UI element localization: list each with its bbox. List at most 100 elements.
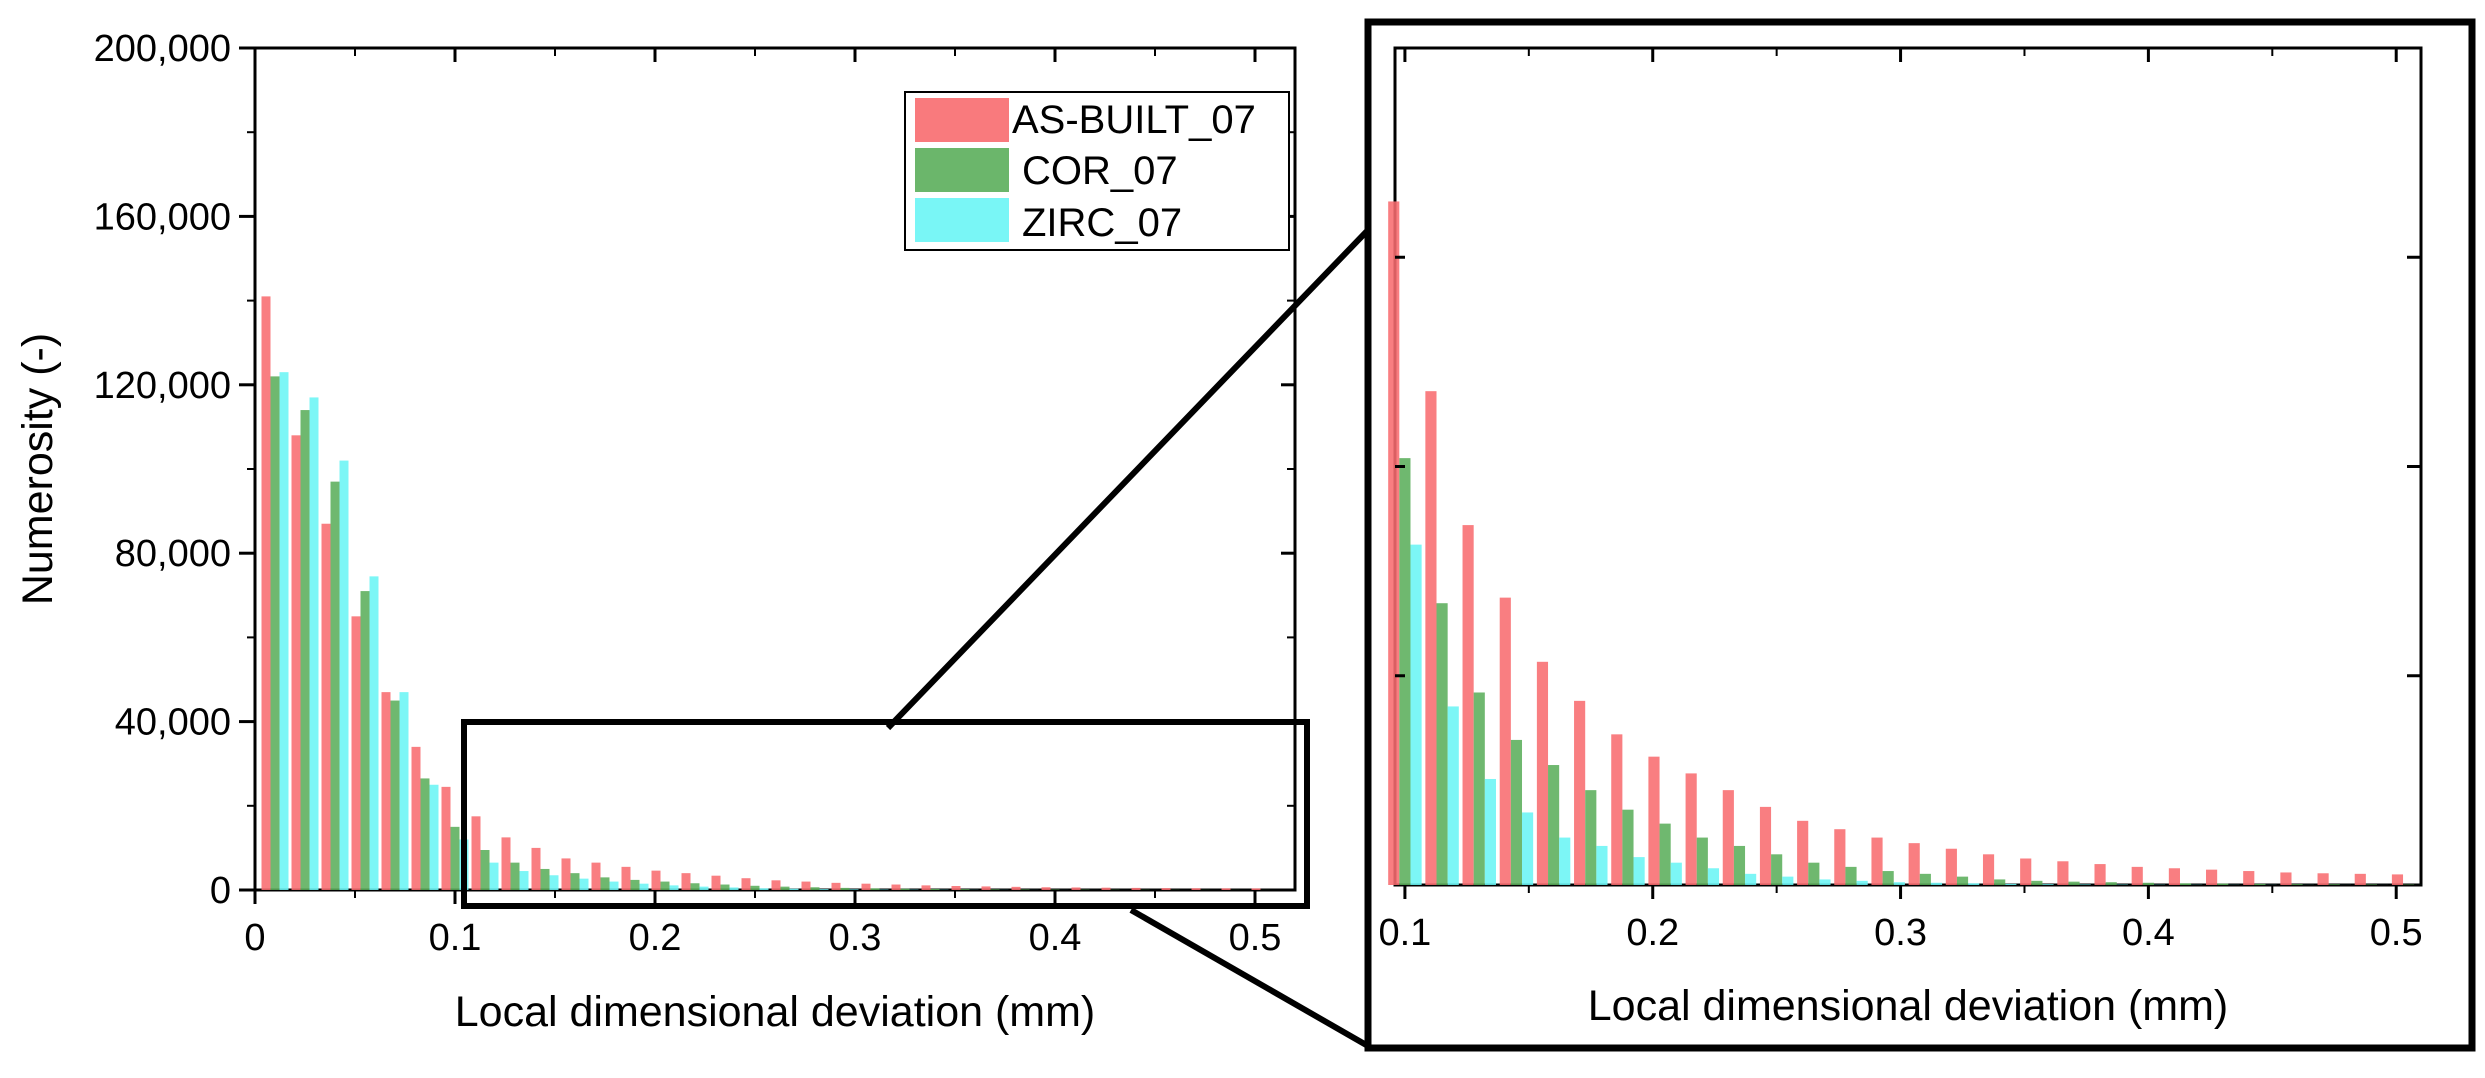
main-bar-cor-22 (930, 888, 940, 890)
main-bar-as-built-6 (441, 786, 451, 890)
main-y-tick-label: 160,000 (94, 196, 231, 238)
zoom-x-tick-label: 0.2 (1626, 912, 1679, 954)
zoom-bar-cor-24 (2291, 884, 2303, 885)
zoom-bar-as-built-4 (1536, 661, 1549, 885)
zoom-panel-outer-frame (1364, 18, 2476, 1052)
zoom-bar-as-built-10 (1759, 806, 1772, 885)
main-bar-cor-15 (720, 884, 730, 890)
main-bar-as-built-19 (831, 882, 841, 890)
main-bar-as-built-3 (351, 616, 361, 890)
zoom-bar-cor-10 (1771, 854, 1783, 885)
main-x-tick-label: 0.1 (429, 917, 482, 959)
zoom-bar-zirc-6 (1633, 857, 1645, 885)
zoom-bar-as-built-6 (1611, 734, 1623, 885)
main-bar-as-built-30 (1161, 888, 1171, 890)
zoom-x-axis-title: Local dimensional deviation (mm) (1588, 982, 2229, 1030)
main-x-tick-label: 0.5 (1229, 917, 1282, 959)
zoom-bar-cor-14 (1919, 873, 1931, 885)
main-bar-cor-20 (870, 888, 880, 890)
main-bar-zirc-18 (819, 889, 829, 890)
main-bar-as-built-5 (411, 746, 421, 890)
main-bar-as-built-22 (921, 885, 931, 890)
main-bar-as-built-33 (1251, 888, 1261, 890)
zoom-bar-as-built-18 (2057, 861, 2069, 885)
zoom-x-tick-label: 0.5 (2370, 912, 2423, 954)
main-bar-zirc-11 (609, 881, 619, 890)
main-bar-zirc-12 (639, 883, 649, 890)
zoom-connector-top (885, 227, 1371, 731)
main-y-tick-label: 80,000 (115, 533, 231, 575)
zoom-bar-cor-26 (2365, 884, 2378, 885)
main-bar-as-built-2 (321, 523, 331, 890)
zoom-bar-zirc-0 (1410, 544, 1422, 885)
main-bar-as-built-17 (771, 880, 781, 890)
zoom-bar-as-built-27 (2391, 874, 2404, 885)
main-bar-as-built-18 (801, 881, 811, 890)
main-bar-zirc-5 (429, 784, 439, 890)
main-bar-as-built-1 (291, 435, 301, 890)
main-y-axis-title: Numerosity (-) (14, 333, 62, 605)
main-bar-zirc-19 (849, 889, 859, 890)
main-bar-as-built-29 (1131, 887, 1141, 890)
main-bar-as-built-26 (1041, 887, 1051, 890)
zoom-bar-cor-11 (1808, 862, 1820, 885)
zoom-bar-zirc-3 (1522, 812, 1534, 885)
main-bar-zirc-1 (309, 397, 319, 890)
zoom-bar-cor-2 (1473, 692, 1485, 885)
zoom-bar-zirc-9 (1745, 873, 1757, 885)
zoom-bar-cor-25 (2328, 884, 2340, 885)
main-bar-cor-4 (390, 700, 400, 890)
zoom-ticks-group (1395, 48, 2421, 899)
zoom-bar-as-built-26 (2354, 873, 2366, 885)
zoom-bar-cor-1 (1436, 603, 1448, 885)
zoom-bar-cor-18 (2068, 881, 2080, 885)
zoom-bar-as-built-11 (1797, 820, 1809, 885)
zoom-bar-as-built-19 (2094, 864, 2106, 885)
main-x-tick-label: 0.2 (629, 917, 682, 959)
zoom-bar-zirc-15 (1968, 883, 1980, 885)
main-bar-as-built-23 (951, 886, 961, 890)
main-bar-as-built-21 (891, 884, 901, 890)
main-y-tick-label: 200,000 (94, 28, 231, 70)
zoom-bar-cor-4 (1548, 765, 1560, 885)
zoom-bar-zirc-12 (1856, 880, 1868, 885)
zoom-bar-cor-15 (1956, 876, 1969, 885)
main-x-tick-label: 0.3 (829, 917, 882, 959)
zoom-bar-as-built-21 (2168, 868, 2180, 885)
main-bar-as-built-31 (1191, 888, 1201, 890)
zoom-bar-zirc-16 (2005, 883, 2017, 885)
main-bar-as-built-0 (261, 296, 271, 890)
zoom-bar-as-built-2 (1462, 525, 1474, 885)
zoom-bar-zirc-11 (1819, 879, 1831, 885)
zoom-region-box (461, 719, 1310, 909)
main-bar-cor-7 (480, 850, 490, 890)
main-bar-cor-17 (780, 886, 790, 890)
main-bar-as-built-15 (711, 875, 721, 890)
legend: AS-BUILT_07 COR_07 ZIRC_07 (904, 91, 1290, 251)
main-bar-cor-2 (330, 481, 340, 890)
main-bar-cor-19 (840, 887, 850, 890)
main-bar-zirc-4 (399, 692, 409, 890)
main-bar-cor-10 (570, 873, 580, 890)
zoom-bar-zirc-2 (1484, 778, 1496, 885)
zoom-bar-as-built-12 (1834, 829, 1846, 885)
zoom-bar-as-built-7 (1648, 756, 1660, 885)
zoom-bar-cor-20 (2142, 882, 2154, 885)
zoom-bar-cor-19 (2105, 882, 2117, 885)
main-bar-as-built-10 (561, 858, 571, 890)
zoom-bar-as-built-13 (1871, 837, 1883, 885)
main-bar-as-built-16 (741, 878, 751, 890)
main-bar-cor-11 (600, 877, 610, 890)
main-bar-cor-21 (900, 888, 910, 890)
main-x-tick-label: 0.4 (1029, 917, 1082, 959)
main-y-tick-label: 0 (210, 870, 231, 912)
main-bar-as-built-8 (501, 837, 511, 891)
main-bar-as-built-9 (531, 847, 541, 890)
main-bar-as-built-28 (1101, 887, 1111, 890)
zoom-connector-bottom (1129, 907, 1370, 1049)
main-bar-cor-14 (690, 883, 700, 890)
zoom-x-tick-label: 0.1 (1378, 912, 1431, 954)
zoom-bar-zirc-13 (1893, 882, 1905, 885)
legend-label-zirc: ZIRC_07 (1022, 201, 1182, 245)
legend-swatch-cor (915, 148, 1009, 192)
